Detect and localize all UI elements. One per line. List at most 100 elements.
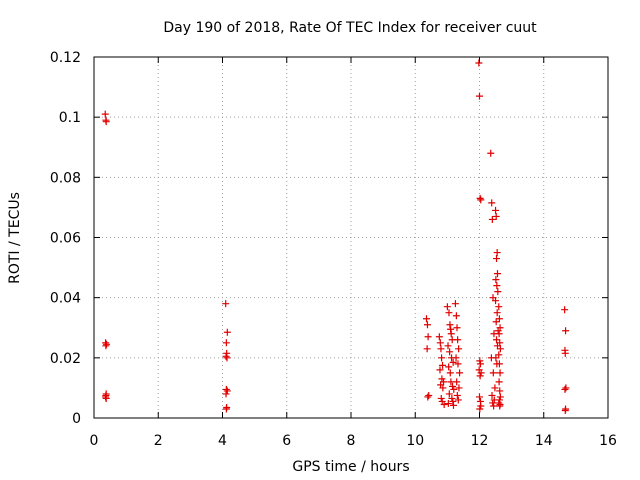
y-tick-label: 0.1 xyxy=(59,110,81,126)
data-point xyxy=(422,315,430,323)
data-point xyxy=(444,342,452,350)
data-point xyxy=(437,345,445,353)
data-point xyxy=(439,361,447,369)
data-point xyxy=(496,369,504,377)
data-point xyxy=(495,315,503,323)
data-point xyxy=(496,393,504,401)
data-point xyxy=(445,309,453,317)
data-point xyxy=(438,375,446,383)
data-point xyxy=(447,325,455,333)
data-point xyxy=(439,384,447,392)
data-point xyxy=(446,348,454,356)
x-tick-label: 12 xyxy=(471,433,489,449)
y-tick-labels: 0 0.02 0.04 0.06 0.08 0.1 0.12 xyxy=(50,50,81,427)
data-point xyxy=(456,369,464,377)
data-point xyxy=(561,349,569,357)
x-tick-label: 14 xyxy=(535,433,553,449)
data-point xyxy=(493,282,501,290)
data-point xyxy=(492,297,500,305)
data-point xyxy=(222,300,230,308)
data-point xyxy=(488,215,496,223)
x-tick-label: 0 xyxy=(90,433,99,449)
data-point xyxy=(495,351,503,359)
data-point xyxy=(453,378,461,386)
data-point xyxy=(436,366,444,374)
data-point xyxy=(453,324,461,332)
data-point xyxy=(222,339,230,347)
data-point xyxy=(487,149,495,157)
x-tick-label: 16 xyxy=(599,433,617,449)
data-point xyxy=(449,358,457,366)
grid-lines xyxy=(94,57,608,418)
data-point xyxy=(440,400,448,408)
data-point xyxy=(454,396,462,404)
data-point xyxy=(492,318,500,326)
data-point xyxy=(561,406,569,414)
data-point xyxy=(488,391,496,399)
data-point xyxy=(490,402,498,410)
y-tick-label: 0.06 xyxy=(50,231,81,247)
y-axis-label: ROTI / TECUs xyxy=(7,192,23,284)
data-point xyxy=(436,339,444,347)
data-point xyxy=(424,333,432,341)
y-tick-label: 0 xyxy=(72,411,81,427)
data-point xyxy=(424,393,432,401)
data-point xyxy=(437,394,445,402)
data-point xyxy=(495,360,503,368)
data-point xyxy=(476,372,484,380)
data-point xyxy=(477,369,485,377)
data-point xyxy=(496,387,504,395)
data-point xyxy=(476,360,484,368)
data-point xyxy=(493,309,501,317)
x-tick-label: 2 xyxy=(154,433,163,449)
data-point xyxy=(492,276,500,284)
data-point xyxy=(449,382,457,390)
y-tick-label: 0.02 xyxy=(50,351,81,367)
y-tick-label: 0.08 xyxy=(50,170,81,186)
data-point xyxy=(562,384,570,392)
data-point xyxy=(222,405,230,413)
data-point xyxy=(492,206,500,214)
data-point xyxy=(435,333,443,341)
data-point xyxy=(493,336,501,344)
data-point xyxy=(477,196,485,204)
data-point xyxy=(489,369,497,377)
data-point xyxy=(476,357,484,365)
x-tick-label: 4 xyxy=(218,433,227,449)
data-point xyxy=(223,354,231,362)
data-point xyxy=(223,328,231,336)
data-point xyxy=(476,393,483,401)
data-point xyxy=(496,345,504,353)
data-point xyxy=(492,212,500,220)
data-point xyxy=(449,401,457,409)
data-point xyxy=(445,390,453,398)
data-point xyxy=(222,390,230,398)
data-point xyxy=(488,199,496,207)
data-point xyxy=(495,303,503,311)
data-point xyxy=(452,312,460,320)
data-point xyxy=(423,345,431,353)
data-point xyxy=(446,369,454,377)
data-point xyxy=(562,327,570,335)
data-point xyxy=(450,385,458,393)
data-point xyxy=(494,288,502,296)
axis-ticks xyxy=(93,56,609,419)
x-axis-label: GPS time / hours xyxy=(292,459,409,475)
data-point xyxy=(476,405,484,413)
data-point xyxy=(491,384,499,392)
data-point xyxy=(495,330,503,338)
data-point xyxy=(423,321,431,329)
y-tick-label: 0.04 xyxy=(50,291,81,307)
data-point xyxy=(454,336,462,344)
data-point xyxy=(561,306,569,314)
data-point xyxy=(455,384,463,392)
data-point xyxy=(223,387,231,395)
data-point xyxy=(222,352,230,360)
data-point xyxy=(101,110,109,118)
data-point xyxy=(445,363,453,371)
data-point xyxy=(102,391,110,399)
data-point xyxy=(446,321,454,329)
data-point xyxy=(447,330,455,338)
data-point xyxy=(496,324,504,332)
